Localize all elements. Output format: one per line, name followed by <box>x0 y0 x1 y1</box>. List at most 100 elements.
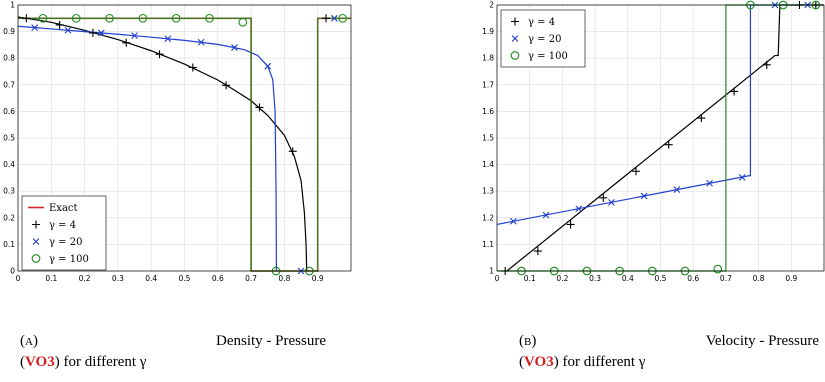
density-series-1-point <box>88 28 97 37</box>
caption-b: (b) Velocity - Pressure (VO3) for differ… <box>519 333 819 370</box>
density-legend: Exact γ = 4 γ = 20 γ = 100 <box>21 195 107 271</box>
velocity-y-tick-label: 1.7 <box>482 80 494 89</box>
velocity-x-tick-label: 0.7 <box>720 274 732 283</box>
velocity-legend-label-2: γ = 100 <box>528 51 568 62</box>
density-series-1-point <box>255 103 264 112</box>
velocity-series-1-point <box>608 198 615 206</box>
density-legend-swatch-1 <box>32 220 40 229</box>
density-y-tick-label: 0.6 <box>3 107 15 116</box>
caption-b-suffix: for different γ <box>562 354 646 370</box>
density-series-2-point <box>64 26 72 34</box>
velocity-series-1-point <box>673 186 681 193</box>
density-series-1-point <box>222 81 231 90</box>
caption-b-title: Velocity - Pressure <box>705 333 819 349</box>
velocity-x-tick-label: 0.3 <box>589 274 601 283</box>
velocity-x-tick-label: 0.1 <box>524 274 536 283</box>
density-x-tick-label: 0.6 <box>212 274 224 283</box>
velocity-legend-label-1: γ = 20 <box>528 34 561 45</box>
velocity-series-1-point <box>542 211 550 219</box>
density-legend-label-2: γ = 20 <box>49 237 82 248</box>
velocity-series-0-point <box>762 60 771 69</box>
density-x-tick-label: 0.8 <box>278 274 290 283</box>
velocity-series-2-point <box>713 264 723 274</box>
density-series-1-point <box>288 147 297 156</box>
density-series-3-point <box>138 13 148 23</box>
velocity-y-tick-label: 2 <box>489 1 494 10</box>
velocity-series-0-point <box>533 247 542 256</box>
velocity-y-tick-label: 1.1 <box>482 240 494 249</box>
density-legend-box <box>21 195 107 271</box>
density-series-1-point <box>188 63 197 72</box>
density-series-2-point <box>164 35 172 43</box>
velocity-y-tick-label: 1.4 <box>482 160 494 169</box>
velocity-series-0-point <box>631 167 640 176</box>
density-x-tick-label: 0.5 <box>179 274 191 283</box>
velocity-grid <box>496 4 824 272</box>
density-series-2-point <box>97 29 105 37</box>
density-series-2-point <box>330 14 338 22</box>
velocity-y-tick-label: 1.3 <box>482 187 494 196</box>
density-x-tick-label: 0 <box>16 274 21 283</box>
velocity-x-tick-label: 0.4 <box>622 274 634 283</box>
density-y-tick-label: 0 <box>10 267 15 276</box>
velocity-x-tick-label: 0.8 <box>753 274 765 283</box>
caption-a-suffix: for different γ <box>63 354 147 370</box>
density-series-3-point <box>171 13 181 23</box>
density-y-tick-label: 0.7 <box>3 80 15 89</box>
density-y-tick-label: 1 <box>10 1 15 10</box>
velocity-series-0-point <box>566 220 575 229</box>
density-series-1-point <box>55 20 64 29</box>
velocity-y-tick-label: 1.2 <box>482 213 494 222</box>
density-legend-swatch-3 <box>31 254 41 263</box>
density-y-tick-label: 0.3 <box>3 187 15 196</box>
velocity-series-1-point <box>575 205 583 213</box>
velocity-series-0-point <box>697 114 706 123</box>
density-series-3-point <box>105 13 114 23</box>
density-axes-frame <box>17 4 352 272</box>
caption-a: (a) Density - Pressure (VO3) for differe… <box>20 333 326 370</box>
velocity-series-0-point <box>599 193 608 202</box>
density-pressure-chart: 0 0.1 0.2 0.3 0.4 0.5 0.6 0.7 0.8 0.9 0 0.1 0.2 0.3 0.… <box>3 1 352 283</box>
velocity-series-0-point <box>730 87 739 96</box>
velocity-series-1-point <box>738 173 746 181</box>
velocity-y-tick-label: 1.5 <box>482 134 494 143</box>
velocity-axes-frame <box>496 4 825 272</box>
density-y-tick-label: 0.2 <box>3 213 15 222</box>
density-series-1-point <box>122 38 131 47</box>
velocity-y-tick-label: 1 <box>489 267 494 276</box>
caption-a-name: VO3 <box>25 354 55 370</box>
density-legend-label-1: γ = 4 <box>49 220 76 231</box>
caption-b-label: (b) <box>519 333 537 349</box>
density-series-3-point <box>338 13 348 23</box>
density-x-tick-label: 0.2 <box>79 274 91 283</box>
caption-b-name: VO3 <box>524 354 554 370</box>
velocity-legend-swatch-1 <box>511 35 519 42</box>
velocity-legend-swatch-0 <box>511 17 519 26</box>
density-series-3-point <box>238 17 248 27</box>
velocity-series-0-point <box>664 140 673 149</box>
caption-a-label: (a) <box>20 333 38 349</box>
density-series-1-point <box>322 14 331 23</box>
velocity-x-tick-label: 0.9 <box>785 274 797 283</box>
density-series-3-point <box>38 13 48 23</box>
velocity-y-tick-label: 1.9 <box>482 27 494 36</box>
density-series-2-point <box>231 44 238 51</box>
density-series-1-point <box>22 14 31 23</box>
density-y-tick-label: 0.4 <box>3 160 15 169</box>
velocity-x-tick-label: 0.5 <box>655 274 667 283</box>
density-series-3-point <box>205 13 214 23</box>
density-series-2-point <box>264 62 272 70</box>
density-x-tick-label: 0.9 <box>312 274 324 283</box>
density-x-tick-label: 0.7 <box>245 274 257 283</box>
density-y-tick-label: 0.5 <box>3 134 15 143</box>
density-series-line-2 <box>17 25 278 272</box>
density-x-tick-label: 0.4 <box>145 274 157 283</box>
velocity-legend-label-0: γ = 4 <box>528 17 555 28</box>
velocity-series-1-point <box>509 217 517 225</box>
caption-a-title: Density - Pressure <box>216 333 326 349</box>
velocity-y-tick-label: 1.6 <box>482 107 494 116</box>
velocity-series-1-point <box>706 179 713 187</box>
density-y-tick-label: 0.9 <box>3 27 15 36</box>
density-legend-label-0: Exact <box>49 203 78 214</box>
density-y-tick-label: 0.8 <box>3 54 15 63</box>
